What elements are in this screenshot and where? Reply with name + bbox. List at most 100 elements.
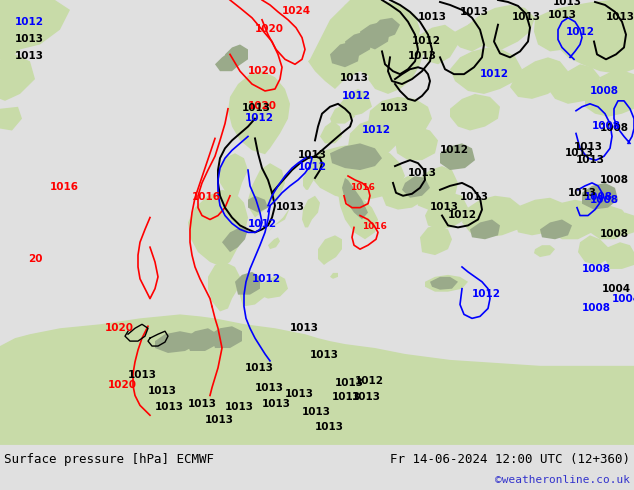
Text: 1012: 1012 (472, 289, 501, 298)
Text: 1013: 1013 (298, 150, 327, 160)
Polygon shape (340, 0, 420, 67)
Polygon shape (585, 71, 634, 117)
Text: 1008: 1008 (592, 121, 621, 130)
Text: 1013: 1013 (188, 399, 217, 409)
Polygon shape (534, 245, 555, 257)
Text: 1013: 1013 (262, 399, 291, 409)
Text: 1013: 1013 (15, 33, 44, 44)
Text: 1020: 1020 (248, 66, 277, 76)
Polygon shape (345, 32, 372, 56)
Polygon shape (368, 30, 425, 94)
Text: 1012: 1012 (342, 91, 371, 101)
Text: 1008: 1008 (600, 122, 629, 132)
Polygon shape (420, 225, 452, 255)
Polygon shape (540, 220, 572, 239)
Text: 1020: 1020 (248, 101, 277, 111)
Polygon shape (552, 0, 634, 74)
Polygon shape (155, 331, 198, 353)
Polygon shape (268, 237, 280, 249)
Text: 1013: 1013 (15, 51, 44, 61)
Text: 1013: 1013 (148, 386, 177, 395)
Polygon shape (222, 227, 248, 252)
Text: 1004: 1004 (612, 294, 634, 304)
Text: 1013: 1013 (340, 73, 369, 83)
Text: 1013: 1013 (205, 415, 234, 425)
Text: 1013: 1013 (310, 350, 339, 360)
Text: 1013: 1013 (335, 378, 364, 388)
Polygon shape (303, 168, 316, 190)
Polygon shape (235, 272, 260, 294)
Polygon shape (368, 97, 432, 138)
Polygon shape (330, 42, 360, 67)
Text: Surface pressure [hPa] ECMWF: Surface pressure [hPa] ECMWF (4, 453, 214, 466)
Text: 1020: 1020 (105, 323, 134, 333)
Text: 1013: 1013 (512, 12, 541, 22)
Text: 1008: 1008 (590, 86, 619, 96)
Text: 1013: 1013 (548, 10, 577, 20)
Text: 1016: 1016 (50, 182, 79, 192)
Polygon shape (452, 15, 500, 51)
Text: 1013: 1013 (574, 142, 603, 152)
Text: 1004: 1004 (602, 284, 631, 294)
Text: 1013: 1013 (332, 392, 361, 402)
Text: 1008: 1008 (584, 192, 613, 202)
Text: 1008: 1008 (582, 303, 611, 314)
Text: 1012: 1012 (298, 162, 327, 172)
Text: 1013: 1013 (285, 390, 314, 399)
Polygon shape (360, 22, 390, 49)
Polygon shape (468, 5, 535, 49)
Text: 1013: 1013 (255, 383, 284, 392)
Polygon shape (238, 279, 265, 307)
Polygon shape (548, 64, 600, 104)
Text: 1013: 1013 (276, 201, 305, 212)
Polygon shape (340, 89, 372, 117)
Polygon shape (308, 144, 405, 200)
Text: 1013: 1013 (606, 12, 634, 22)
Text: ©weatheronline.co.uk: ©weatheronline.co.uk (495, 475, 630, 485)
Polygon shape (450, 48, 522, 94)
Text: 1013: 1013 (430, 201, 459, 212)
Polygon shape (218, 153, 248, 196)
Text: 1013: 1013 (315, 422, 344, 432)
Text: 1013: 1013 (302, 407, 331, 417)
Polygon shape (188, 190, 248, 267)
Polygon shape (0, 0, 70, 59)
Polygon shape (0, 107, 22, 130)
Polygon shape (450, 94, 500, 130)
Polygon shape (225, 45, 248, 66)
Polygon shape (515, 198, 568, 235)
Polygon shape (402, 176, 430, 198)
Text: 1013: 1013 (128, 369, 157, 380)
Text: 1013: 1013 (380, 103, 409, 113)
Polygon shape (258, 275, 288, 298)
Text: 1013: 1013 (225, 402, 254, 412)
Polygon shape (248, 196, 268, 213)
Polygon shape (420, 24, 458, 64)
Text: 1013: 1013 (568, 188, 597, 198)
Polygon shape (302, 196, 320, 227)
Text: 1013: 1013 (408, 168, 437, 178)
Text: 1016: 1016 (350, 183, 375, 192)
Polygon shape (605, 242, 634, 269)
Polygon shape (582, 183, 618, 210)
Text: 1013: 1013 (352, 392, 381, 402)
Polygon shape (248, 163, 285, 218)
Polygon shape (0, 54, 35, 101)
Polygon shape (430, 277, 458, 290)
Text: 1016: 1016 (192, 192, 221, 202)
Text: 1008: 1008 (600, 175, 629, 185)
Text: 1016: 1016 (362, 222, 387, 231)
Text: 1012: 1012 (248, 220, 277, 229)
Text: Fr 14-06-2024 12:00 UTC (12+360): Fr 14-06-2024 12:00 UTC (12+360) (390, 453, 630, 466)
Polygon shape (615, 213, 634, 235)
Polygon shape (215, 51, 240, 71)
Polygon shape (548, 200, 600, 239)
Text: 1012: 1012 (362, 125, 391, 135)
Polygon shape (425, 193, 468, 229)
Text: 1012: 1012 (15, 17, 44, 27)
Polygon shape (395, 126, 438, 160)
Polygon shape (462, 196, 525, 237)
Polygon shape (228, 71, 290, 154)
Text: 1013: 1013 (576, 155, 605, 165)
Text: 1008: 1008 (600, 229, 629, 239)
